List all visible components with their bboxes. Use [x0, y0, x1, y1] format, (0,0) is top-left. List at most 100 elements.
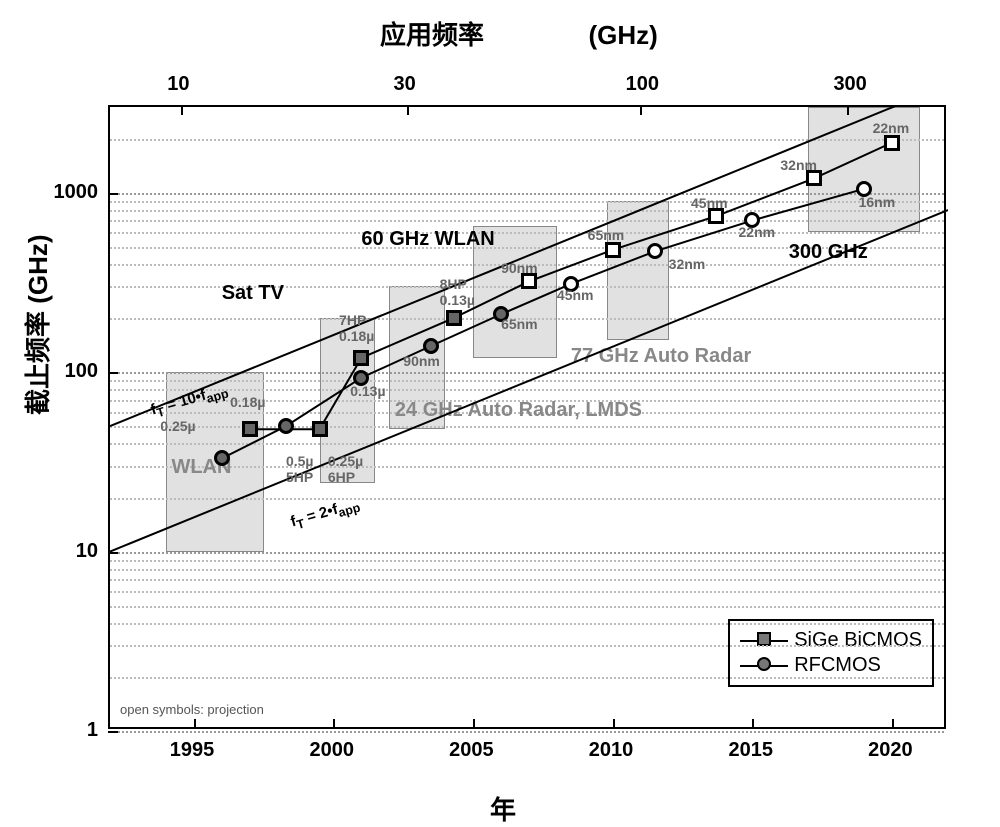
point-label: 8HP0.13µ	[440, 276, 475, 308]
x-top-tick-label: 100	[626, 73, 659, 96]
point-label: 32nm	[780, 157, 817, 173]
grid-line	[110, 220, 944, 222]
x-tick	[194, 719, 196, 729]
x-top-tick-label: 10	[167, 73, 189, 96]
diagonal-line-label: fT = 2•fapp	[289, 494, 362, 533]
sige-point	[605, 242, 621, 258]
x-top-tick	[407, 105, 409, 115]
grid-line-major	[110, 731, 944, 733]
y-tick	[108, 372, 118, 374]
point-label: 0.13µ	[350, 383, 385, 399]
x-tick	[892, 719, 894, 729]
point-label: 0.18µ	[230, 394, 265, 410]
x-tick-label: 2010	[589, 739, 634, 762]
circle-marker-icon	[757, 657, 771, 671]
y-tick	[108, 193, 118, 195]
x-top-label-right: (GHz)	[588, 20, 657, 50]
x-top-tick	[181, 105, 183, 115]
grid-line	[110, 606, 944, 608]
y-tick-label: 1	[87, 719, 98, 742]
x-axis-label-top: 应用频率 (GHz)	[380, 15, 658, 52]
legend-line-icon	[740, 640, 788, 642]
sige-point	[242, 421, 258, 437]
point-label: 32nm	[669, 256, 706, 272]
x-top-tick	[640, 105, 642, 115]
x-top-tick	[847, 105, 849, 115]
y-tick	[108, 731, 118, 733]
x-top-tick-label: 300	[833, 73, 866, 96]
sige-point	[806, 170, 822, 186]
grid-line	[110, 591, 944, 593]
y-axis-label: 截止频率 (GHz)	[18, 234, 55, 415]
grid-line	[110, 232, 944, 234]
legend-row-sige: SiGe BiCMOS	[740, 629, 922, 652]
chart-container: open symbols: projection SiGe BiCMOS RFC…	[108, 105, 946, 729]
grid-line	[110, 623, 944, 625]
grid-line-major	[110, 372, 944, 374]
grid-line	[110, 389, 944, 391]
grid-line	[110, 498, 944, 500]
sige-point	[446, 310, 462, 326]
rfcmos-point	[214, 450, 230, 466]
point-label: 0.25µ6HP	[328, 453, 363, 485]
y-tick-label: 100	[65, 360, 98, 383]
x-top-label-left: 应用频率	[380, 20, 484, 50]
x-tick-label: 2015	[728, 739, 773, 762]
point-label: 65nm	[501, 316, 538, 332]
point-label: 0.5µ5HP	[286, 453, 314, 485]
grid-line	[110, 380, 944, 382]
x-axis-label-bottom: 年	[490, 790, 516, 827]
point-label: 16nm	[859, 194, 896, 210]
point-label: 22nm	[739, 224, 776, 240]
x-tick-label: 2000	[309, 739, 354, 762]
x-tick	[752, 719, 754, 729]
x-tick-label: 1995	[170, 739, 215, 762]
grid-line	[110, 443, 944, 445]
y-tick-label: 10	[76, 540, 98, 563]
rfcmos-point	[423, 338, 439, 354]
plot-area: open symbols: projection SiGe BiCMOS RFC…	[108, 105, 946, 729]
grid-line	[110, 466, 944, 468]
rfcmos-point	[647, 243, 663, 259]
grid-line	[110, 645, 944, 647]
point-label: 45nm	[691, 195, 728, 211]
rfcmos-point	[278, 418, 294, 434]
band-label: Sat TV	[222, 282, 284, 305]
point-label: 22nm	[873, 120, 910, 136]
y-tick-label: 1000	[54, 181, 99, 204]
band-label: 60 GHz WLAN	[361, 228, 494, 251]
x-top-tick-label: 30	[393, 73, 415, 96]
y-tick	[108, 552, 118, 554]
band-label: 77 GHz Auto Radar	[571, 345, 751, 368]
sige-point	[353, 350, 369, 366]
grid-line	[110, 677, 944, 679]
square-marker-icon	[757, 632, 771, 646]
x-tick	[473, 719, 475, 729]
x-tick	[333, 719, 335, 729]
legend-label-rfcmos: RFCMOS	[794, 654, 881, 677]
band-label: 24 GHz Auto Radar, LMDS	[395, 399, 642, 422]
grid-line	[110, 210, 944, 212]
point-label: 90nm	[403, 353, 440, 369]
grid-line	[110, 569, 944, 571]
point-label: 90nm	[501, 260, 538, 276]
point-label: 0.25µ	[160, 418, 195, 434]
point-label: 7HP0.18µ	[339, 312, 374, 344]
grid-line	[110, 201, 944, 203]
sige-point	[312, 421, 328, 437]
projection-note: open symbols: projection	[120, 702, 264, 717]
legend-label-sige: SiGe BiCMOS	[794, 629, 922, 652]
x-tick	[613, 719, 615, 729]
x-tick-label: 2005	[449, 739, 494, 762]
legend-row-rfcmos: RFCMOS	[740, 654, 922, 677]
grid-line-major	[110, 552, 944, 554]
grid-line	[110, 579, 944, 581]
grid-line-major	[110, 193, 944, 195]
point-label: 65nm	[588, 227, 625, 243]
sige-point	[884, 135, 900, 151]
legend-line-icon	[740, 665, 788, 667]
grid-line	[110, 560, 944, 562]
x-tick-label: 2020	[868, 739, 913, 762]
grid-line	[110, 139, 944, 141]
point-label: 45nm	[557, 287, 594, 303]
